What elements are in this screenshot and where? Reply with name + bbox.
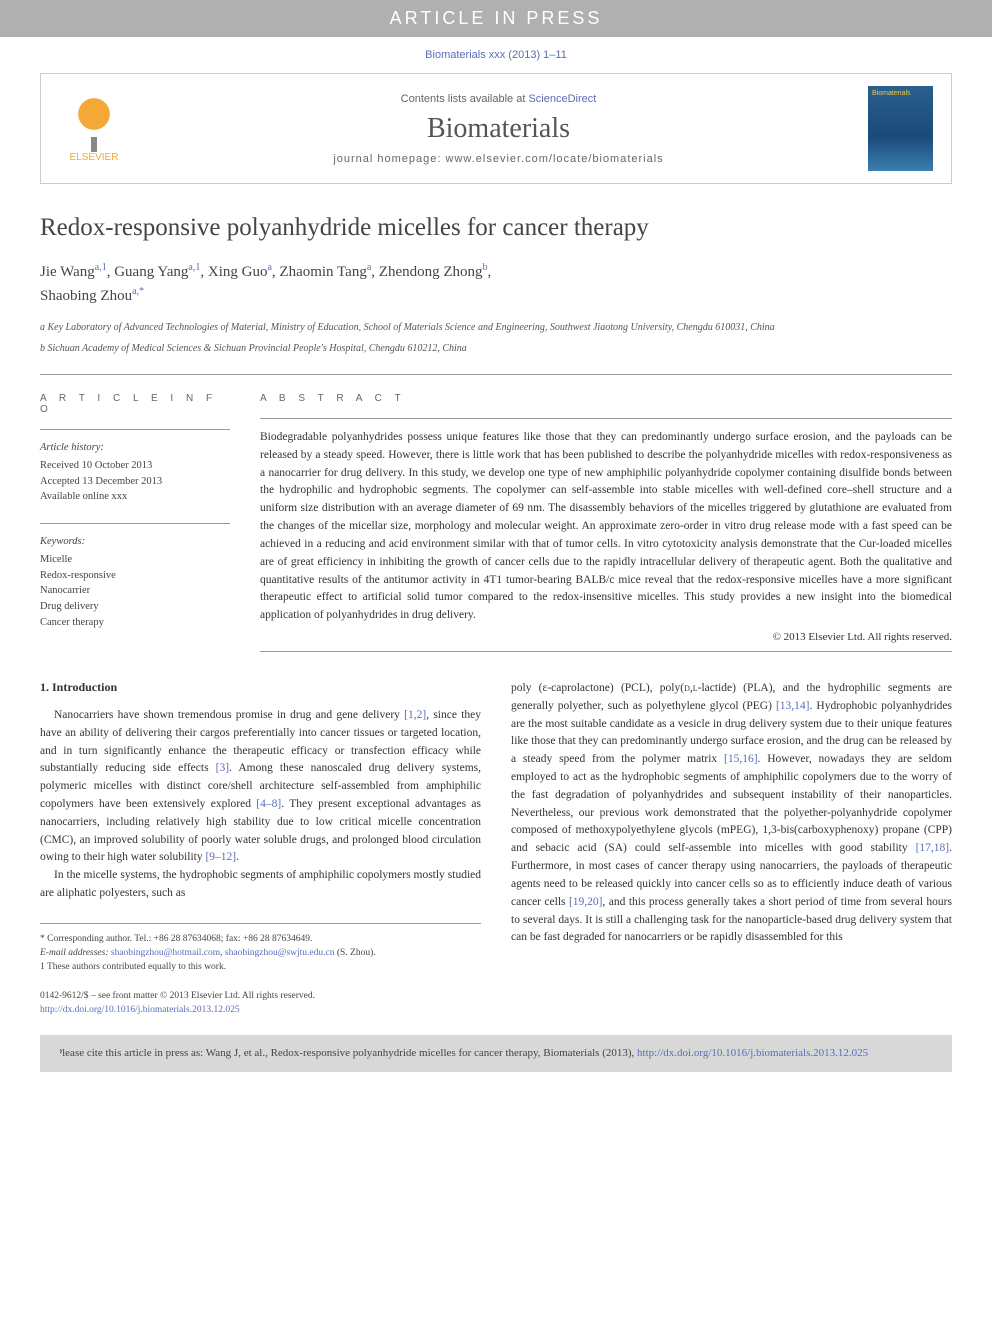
elsevier-tree-icon: [69, 94, 119, 144]
article-in-press-banner: ARTICLE IN PRESS: [0, 0, 992, 37]
citation-text: Please cite this article in press as: Wa…: [56, 1047, 637, 1059]
article-title: Redox-responsive polyanhydride micelles …: [40, 214, 952, 242]
sciencedirect-link[interactable]: ScienceDirect: [528, 93, 596, 105]
copyright-footer: 0142-9612/$ – see front matter © 2013 El…: [40, 989, 481, 1018]
citation-doi-link[interactable]: http://dx.doi.org/10.1016/j.biomaterials…: [637, 1047, 868, 1059]
keyword: Nanocarrier: [40, 583, 230, 599]
main-content: Redox-responsive polyanhydride micelles …: [0, 184, 992, 1017]
info-abstract-row: A R T I C L E I N F O Article history: R…: [40, 393, 952, 652]
email-label: E-mail addresses:: [40, 948, 109, 958]
citation-link[interactable]: [4–8]: [256, 798, 281, 810]
elsevier-logo[interactable]: ELSEVIER: [59, 91, 129, 166]
keyword: Micelle: [40, 552, 230, 568]
elsevier-label: ELSEVIER: [70, 152, 119, 163]
article-info-column: A R T I C L E I N F O Article history: R…: [40, 393, 230, 652]
contents-line: Contents lists available at ScienceDirec…: [149, 93, 848, 105]
journal-cover-thumbnail[interactable]: [868, 86, 933, 171]
footnotes: * Corresponding author. Tel.: +86 28 876…: [40, 923, 481, 975]
body-left-column: 1. Introduction Nanocarriers have shown …: [40, 680, 481, 1017]
article-history: Article history: Received 10 October 201…: [40, 440, 230, 505]
body-columns: 1. Introduction Nanocarriers have shown …: [40, 680, 952, 1017]
keywords-block: Keywords: Micelle Redox-responsive Nanoc…: [40, 534, 230, 631]
corresponding-author-note: * Corresponding author. Tel.: +86 28 876…: [40, 932, 481, 946]
email-line: E-mail addresses: shaobingzhou@hotmail.c…: [40, 946, 481, 960]
citation-link[interactable]: [15,16]: [724, 753, 758, 765]
equal-contribution-note: 1 These authors contributed equally to t…: [40, 960, 481, 974]
history-title: Article history:: [40, 440, 230, 456]
citation-link[interactable]: [1,2]: [404, 709, 426, 721]
author-affil-link[interactable]: a,1: [95, 262, 107, 273]
affiliation-b: b Sichuan Academy of Medical Sciences & …: [40, 341, 952, 356]
body-right-column: poly (ε-caprolactone) (PCL), poly(d,l-la…: [511, 680, 952, 1017]
author-list: Jie Wanga,1, Guang Yanga,1, Xing Guoa, Z…: [40, 260, 952, 308]
abstract-text: Biodegradable polyanhydrides possess uni…: [260, 429, 952, 625]
abstract-label: A B S T R A C T: [260, 393, 952, 404]
header-center: Contents lists available at ScienceDirec…: [149, 93, 848, 165]
affiliation-a: a Key Laboratory of Advanced Technologie…: [40, 320, 952, 335]
history-accepted: Accepted 13 December 2013: [40, 474, 230, 490]
email-suffix: (S. Zhou).: [337, 948, 376, 958]
journal-header: ELSEVIER Contents lists available at Sci…: [40, 73, 952, 184]
divider: [260, 651, 952, 652]
divider: [260, 418, 952, 419]
citation-link[interactable]: [9–12]: [205, 851, 236, 863]
keyword: Redox-responsive: [40, 568, 230, 584]
email-link[interactable]: shaobingzhou@swjtu.edu.cn: [225, 948, 335, 958]
author-affil-link[interactable]: b: [483, 262, 488, 273]
corresponding-link[interactable]: *: [139, 286, 144, 297]
abstract-copyright: © 2013 Elsevier Ltd. All rights reserved…: [260, 631, 952, 643]
journal-reference: Biomaterials xxx (2013) 1–11: [0, 37, 992, 73]
divider: [40, 374, 952, 375]
body-paragraph: In the micelle systems, the hydrophobic …: [40, 867, 481, 903]
contents-prefix: Contents lists available at: [401, 93, 529, 105]
doi-link[interactable]: http://dx.doi.org/10.1016/j.biomaterials…: [40, 1005, 240, 1015]
keywords-title: Keywords:: [40, 534, 230, 550]
citation-box: Please cite this article in press as: Wa…: [40, 1035, 952, 1072]
citation-link[interactable]: [13,14]: [776, 700, 810, 712]
article-info-label: A R T I C L E I N F O: [40, 393, 230, 415]
body-paragraph: poly (ε-caprolactone) (PCL), poly(d,l-la…: [511, 680, 952, 947]
homepage-prefix: journal homepage:: [333, 153, 445, 165]
divider: [40, 429, 230, 430]
section-heading-introduction: 1. Introduction: [40, 680, 481, 695]
author-affil-link[interactable]: a,: [132, 286, 139, 297]
body-paragraph: Nanocarriers have shown tremendous promi…: [40, 707, 481, 867]
history-received: Received 10 October 2013: [40, 458, 230, 474]
journal-name: Biomaterials: [149, 113, 848, 145]
author-affil-link[interactable]: a,1: [188, 262, 200, 273]
history-online: Available online xxx: [40, 489, 230, 505]
citation-link[interactable]: [19,20]: [569, 896, 603, 908]
homepage-line: journal homepage: www.elsevier.com/locat…: [149, 153, 848, 165]
keyword: Cancer therapy: [40, 615, 230, 631]
citation-link[interactable]: [17,18]: [916, 842, 950, 854]
author-affil-link[interactable]: a: [367, 262, 371, 273]
citation-link[interactable]: [3]: [216, 762, 229, 774]
homepage-url[interactable]: www.elsevier.com/locate/biomaterials: [446, 153, 664, 165]
abstract-column: A B S T R A C T Biodegradable polyanhydr…: [260, 393, 952, 652]
keyword: Drug delivery: [40, 599, 230, 615]
email-link[interactable]: shaobingzhou@hotmail.com: [111, 948, 220, 958]
copyright-line: 0142-9612/$ – see front matter © 2013 El…: [40, 989, 481, 1003]
divider: [40, 523, 230, 524]
author-affil-link[interactable]: a: [267, 262, 271, 273]
